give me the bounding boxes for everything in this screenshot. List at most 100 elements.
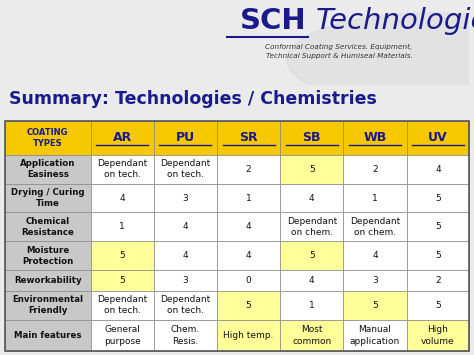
Text: AR: AR	[113, 131, 132, 144]
Text: 5: 5	[119, 276, 125, 285]
Text: 1: 1	[372, 193, 378, 203]
Text: Dependant
on tech.: Dependant on tech.	[160, 159, 210, 179]
Bar	[91, 121, 154, 155]
Text: SB: SB	[302, 131, 321, 144]
Bar	[217, 241, 280, 270]
Text: 3: 3	[182, 193, 188, 203]
Text: 5: 5	[309, 165, 315, 174]
Text: Drying / Curing
Time: Drying / Curing Time	[11, 188, 84, 208]
Text: 0: 0	[246, 276, 252, 285]
Text: SCH: SCH	[240, 7, 307, 35]
Bar	[217, 320, 280, 351]
Text: Technologies: Technologies	[316, 7, 474, 35]
Bar	[91, 270, 154, 291]
Text: 5: 5	[435, 301, 441, 310]
Bar	[91, 320, 154, 351]
Bar	[91, 184, 154, 213]
Bar	[5, 121, 91, 155]
Bar	[343, 184, 407, 213]
Text: High
volume: High volume	[421, 326, 455, 345]
Bar	[154, 184, 217, 213]
Text: 5: 5	[435, 251, 441, 260]
Bar	[5, 213, 91, 241]
Text: High temp.: High temp.	[223, 331, 274, 340]
Bar	[154, 320, 217, 351]
Bar	[154, 121, 217, 155]
Bar	[343, 121, 407, 155]
Bar	[91, 241, 154, 270]
Text: UV: UV	[428, 131, 448, 144]
Text: 4: 4	[182, 222, 188, 231]
Bar	[407, 241, 469, 270]
Bar	[91, 155, 154, 184]
Text: Main features: Main features	[14, 331, 82, 340]
Bar	[5, 241, 91, 270]
Text: PU: PU	[176, 131, 195, 144]
Bar	[217, 270, 280, 291]
Bar	[154, 241, 217, 270]
Text: Dependant
on chem.: Dependant on chem.	[287, 217, 337, 237]
Text: General
purpose: General purpose	[104, 326, 141, 345]
Text: Dependant
on tech.: Dependant on tech.	[97, 159, 147, 179]
Bar	[407, 121, 469, 155]
Text: 4: 4	[435, 165, 441, 174]
Bar	[280, 184, 343, 213]
Text: Manual
application: Manual application	[350, 326, 400, 345]
Text: Environmental
Friendly: Environmental Friendly	[12, 295, 83, 315]
Text: Conformal Coating Services. Equipment,
Technical Support & Humiseal Materials.: Conformal Coating Services. Equipment, T…	[265, 44, 412, 59]
Bar	[280, 213, 343, 241]
Text: 4: 4	[309, 193, 315, 203]
Bar	[217, 291, 280, 320]
Bar	[407, 213, 469, 241]
Text: 4: 4	[309, 276, 315, 285]
Bar	[154, 155, 217, 184]
Circle shape	[287, 13, 474, 106]
Text: 5: 5	[119, 251, 125, 260]
Text: Dependant
on tech.: Dependant on tech.	[160, 295, 210, 315]
Bar	[217, 155, 280, 184]
Bar	[217, 184, 280, 213]
Bar	[343, 155, 407, 184]
Text: 4: 4	[119, 193, 125, 203]
Text: WB: WB	[364, 131, 387, 144]
Text: 5: 5	[435, 193, 441, 203]
Text: 2: 2	[372, 165, 378, 174]
Text: COATING
TYPES: COATING TYPES	[27, 128, 68, 148]
Text: 5: 5	[246, 301, 252, 310]
Bar	[343, 213, 407, 241]
Text: Most
common: Most common	[292, 326, 331, 345]
Bar	[5, 184, 91, 213]
Bar	[91, 213, 154, 241]
Bar	[407, 320, 469, 351]
Bar	[5, 155, 91, 184]
Text: Chem.
Resis.: Chem. Resis.	[171, 326, 200, 345]
Text: 5: 5	[435, 222, 441, 231]
Bar	[407, 155, 469, 184]
Text: 1: 1	[309, 301, 315, 310]
Text: 4: 4	[246, 222, 251, 231]
Text: Moisture
Protection: Moisture Protection	[22, 246, 73, 266]
Bar	[91, 291, 154, 320]
Bar	[280, 155, 343, 184]
Bar	[343, 291, 407, 320]
Bar	[280, 291, 343, 320]
Bar	[5, 291, 91, 320]
Text: 1: 1	[246, 193, 252, 203]
Bar	[154, 270, 217, 291]
Bar	[407, 291, 469, 320]
Text: 5: 5	[372, 301, 378, 310]
Text: Application
Easiness: Application Easiness	[20, 159, 75, 179]
Bar	[343, 270, 407, 291]
Text: Reworkability: Reworkability	[14, 276, 82, 285]
Bar	[407, 270, 469, 291]
Text: 3: 3	[372, 276, 378, 285]
Bar	[280, 241, 343, 270]
Bar	[154, 213, 217, 241]
Bar	[407, 184, 469, 213]
Text: 3: 3	[182, 276, 188, 285]
Bar	[217, 213, 280, 241]
Bar	[5, 270, 91, 291]
Text: 5: 5	[309, 251, 315, 260]
Bar	[5, 320, 91, 351]
Text: 4: 4	[372, 251, 378, 260]
